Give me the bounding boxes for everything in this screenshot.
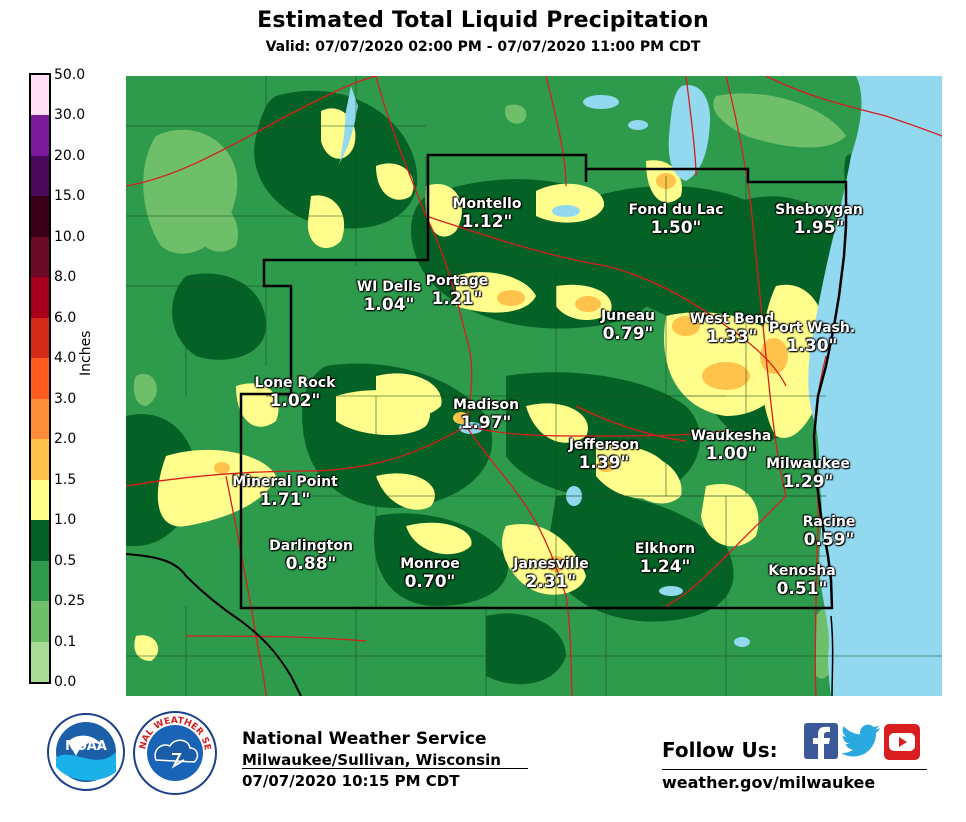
city-name: Janesville (513, 556, 589, 572)
city-precip-value: 1.12" (461, 212, 513, 232)
issued-time: 07/07/2020 10:15 PM CDT (242, 772, 460, 790)
valid-period: Valid: 07/07/2020 02:00 PM - 07/07/2020 … (265, 39, 701, 55)
legend-swatch (31, 398, 49, 440)
state-border (126, 553, 302, 696)
legend-tick-label: 2.0 (54, 431, 77, 448)
city-precip-value: 1.30" (786, 336, 838, 356)
legend-swatch (31, 75, 49, 116)
city-precip-value: 1.21" (431, 289, 483, 309)
legend-swatch (31, 560, 49, 602)
legend-tick-label: 0.5 (54, 552, 77, 569)
legend-tick-label: 20.0 (54, 147, 86, 164)
legend-tick-label: 15.0 (54, 188, 86, 205)
noaa-logo: NOAA (47, 713, 125, 791)
small-lakes (334, 86, 750, 647)
city-precip-value: 1.95" (793, 218, 845, 238)
legend-tick-label: 50.0 (54, 67, 86, 83)
city-name: Racine (802, 514, 856, 530)
legend-swatch (31, 520, 49, 562)
legend-tick-label: 3.0 (54, 390, 77, 407)
legend-swatch (31, 277, 49, 319)
youtube-icon[interactable] (884, 724, 920, 760)
legend-tick-label: 10.0 (54, 228, 86, 245)
legend-swatch (31, 358, 49, 400)
legend-tick-label: 1.0 (54, 512, 77, 529)
city-precip-value: 1.71" (259, 490, 311, 510)
city-precip-value: 1.39" (578, 453, 630, 473)
cwa-border (239, 153, 848, 610)
lake-winnebago (668, 85, 711, 181)
city-precip-value: 1.02" (269, 391, 321, 411)
city-name: Port Wash. (768, 320, 856, 336)
legend-tick-label: 30.0 (54, 107, 86, 124)
city-precip-value: 0.51" (776, 579, 828, 599)
footer-divider-right (662, 769, 927, 770)
city-name: Jefferson (568, 437, 640, 453)
precip-map (126, 76, 942, 696)
legend-unit-label: Inches (78, 330, 94, 376)
city-name: Juneau (600, 308, 656, 324)
city-name: Madison (452, 397, 520, 413)
legend-tick-label: 0.25 (54, 593, 86, 610)
city-name: Waukesha (690, 428, 772, 444)
precip-legend-bar (29, 73, 51, 684)
city-precip-value: 1.29" (782, 472, 834, 492)
legend-swatch (31, 641, 49, 683)
city-name: Elkhorn (634, 541, 696, 557)
page-title: Estimated Total Liquid Precipitation (257, 8, 709, 33)
nws-office: Milwaukee/Sullivan, Wisconsin (242, 751, 501, 769)
city-precip-value: 1.50" (650, 218, 702, 238)
legend-swatch (31, 601, 49, 643)
city-precip-value: 0.70" (404, 572, 456, 592)
legend-swatch (31, 115, 49, 157)
website-link[interactable]: weather.gov/milwaukee (662, 773, 876, 792)
lake-michigan (808, 76, 942, 696)
city-precip-value: 2.31" (525, 572, 577, 592)
city-precip-value: 0.59" (803, 530, 855, 550)
county-lines (126, 76, 942, 696)
legend-tick-label: 8.0 (54, 269, 77, 286)
legend-swatch (31, 196, 49, 238)
city-name: Lone Rock (254, 375, 336, 391)
city-precip-value: 0.79" (602, 324, 654, 344)
legend-tick-label: 6.0 (54, 309, 77, 326)
legend-swatch (31, 236, 49, 278)
legend-swatch (31, 155, 49, 197)
legend-tick-label: 4.0 (54, 350, 77, 367)
city-name: Sheboygan (775, 202, 863, 218)
city-name: West Bend (689, 311, 775, 327)
noaa-logo-text: NOAA (65, 739, 107, 754)
precip-0.25-areas (133, 93, 846, 679)
legend-swatch (31, 317, 49, 359)
city-precip-value: 1.04" (363, 295, 415, 315)
city-name: WI Dells (356, 279, 422, 295)
legend-tick-label: 0.1 (54, 633, 77, 650)
city-name: Monroe (400, 556, 460, 572)
legend-tick-label: 0.0 (54, 674, 77, 690)
nws-logo: NATIONAL WEATHER SERVICE (132, 710, 217, 795)
city-name: Montello (452, 196, 522, 212)
city-precip-value: 1.33" (706, 327, 758, 347)
city-precip-value: 1.24" (639, 557, 691, 577)
follow-us-label: Follow Us: (662, 738, 778, 762)
city-name: Kenosha (768, 563, 836, 579)
twitter-icon[interactable] (842, 724, 882, 758)
footer-divider-left (242, 768, 528, 769)
city-precip-value: 1.97" (460, 413, 512, 433)
facebook-icon[interactable] (804, 723, 838, 759)
city-name: Darlington (269, 538, 353, 554)
nws-name: National Weather Service (242, 729, 487, 749)
city-name: Mineral Point (232, 474, 338, 490)
city-precip-value: 1.00" (705, 444, 757, 464)
city-name: Milwaukee (766, 456, 850, 472)
legend-swatch (31, 439, 49, 481)
legend-tick-label: 1.5 (54, 471, 77, 488)
legend-swatch (31, 479, 49, 521)
city-precip-value: 0.88" (285, 554, 337, 574)
city-name: Fond du Lac (628, 202, 724, 218)
city-name: Portage (425, 273, 489, 289)
